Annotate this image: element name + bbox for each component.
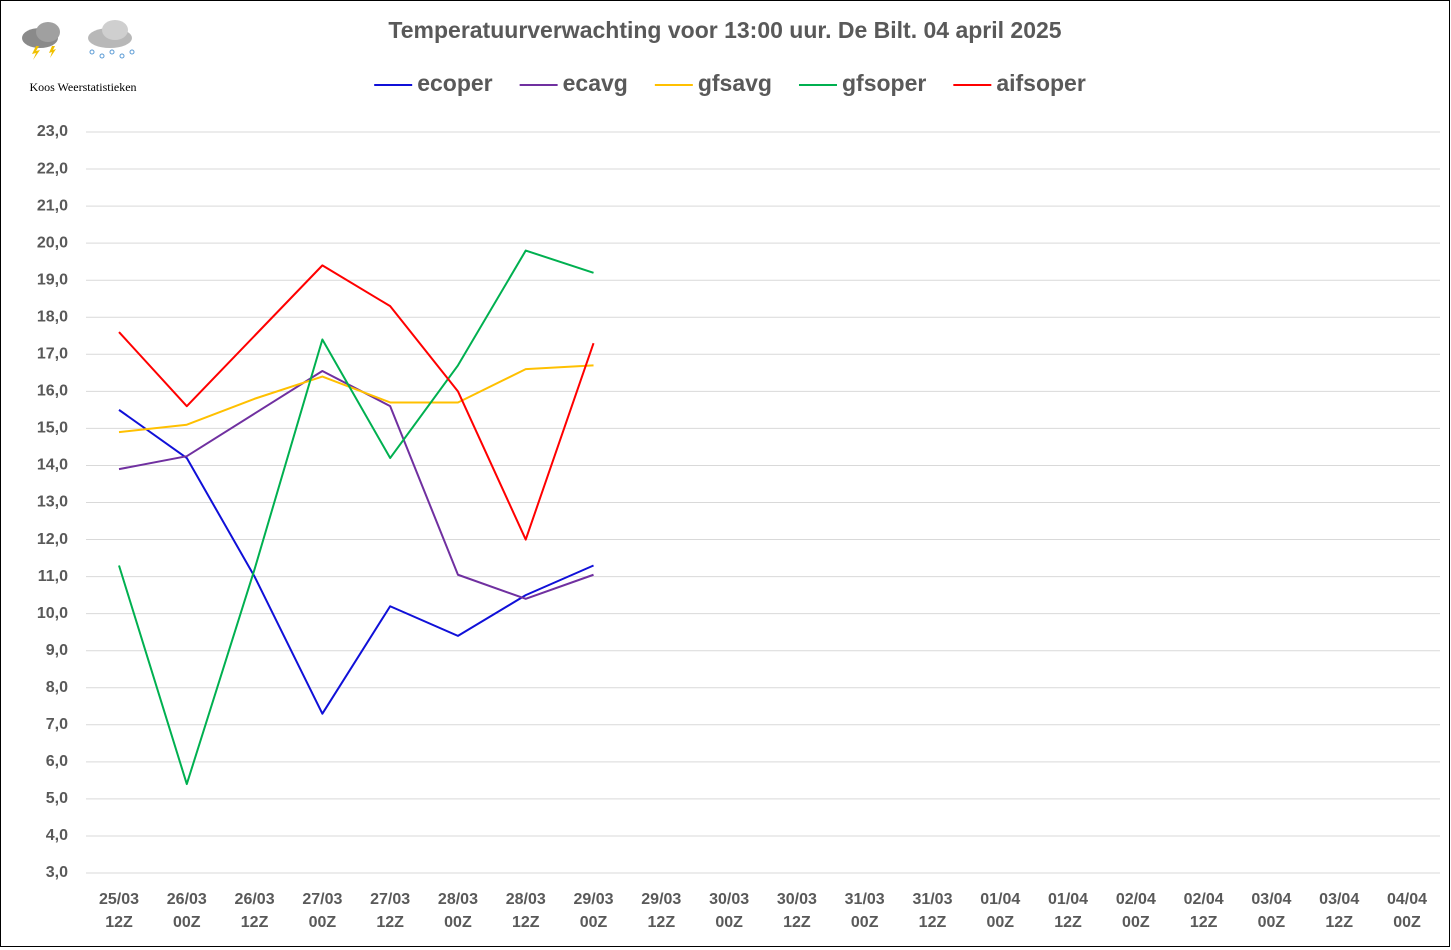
- y-tick-label: 15,0: [37, 420, 68, 437]
- x-tick-label: 29/03: [641, 891, 681, 908]
- y-tick-label: 5,0: [46, 790, 68, 807]
- y-tick-label: 19,0: [37, 271, 68, 288]
- series-line: [118, 364, 594, 434]
- x-tick-label: 12Z: [376, 914, 404, 931]
- x-tick-label: 00Z: [986, 914, 1014, 931]
- x-tick-label: 27/03: [302, 891, 342, 908]
- x-tick-label: 12Z: [241, 914, 269, 931]
- x-tick-label: 31/03: [912, 891, 952, 908]
- y-tick-label: 23,0: [37, 123, 68, 140]
- x-tick-label: 04/04: [1387, 891, 1427, 908]
- y-tick-label: 8,0: [46, 679, 68, 696]
- x-tick-label: 25/03: [99, 891, 139, 908]
- x-tick-label: 12Z: [105, 914, 133, 931]
- series-line: [118, 249, 594, 786]
- x-tick-label: 12Z: [1190, 914, 1218, 931]
- x-tick-label: 00Z: [444, 914, 472, 931]
- legend-label: ecavg: [563, 70, 628, 96]
- x-tick-label: 12Z: [648, 914, 676, 931]
- y-tick-label: 20,0: [37, 234, 68, 251]
- y-tick-label: 21,0: [37, 197, 68, 214]
- x-tick-label: 28/03: [438, 891, 478, 908]
- brand: Koos Weerstatistieken: [29, 80, 136, 94]
- y-tick-label: 7,0: [46, 716, 68, 733]
- x-tick-label: 12Z: [1054, 914, 1082, 931]
- x-tick-label: 02/04: [1116, 891, 1156, 908]
- y-tick-label: 22,0: [37, 160, 68, 177]
- y-tick-label: 10,0: [37, 605, 68, 622]
- legend-label: gfsoper: [842, 70, 926, 96]
- x-tick-label: 02/04: [1184, 891, 1224, 908]
- y-tick-label: 13,0: [37, 494, 68, 511]
- x-tick-label: 28/03: [506, 891, 546, 908]
- series-line: [118, 264, 595, 541]
- x-tick-label: 30/03: [777, 891, 817, 908]
- y-tick-label: 17,0: [37, 346, 68, 363]
- x-tick-label: 03/04: [1251, 891, 1291, 908]
- x-tick-label: 00Z: [1258, 914, 1286, 931]
- x-tick-label: 03/04: [1319, 891, 1359, 908]
- x-tick-label: 00Z: [1122, 914, 1150, 931]
- x-tick-label: 12Z: [512, 914, 540, 931]
- y-tick-label: 11,0: [38, 568, 68, 585]
- x-tick-label: 29/03: [574, 891, 614, 908]
- legend-label: gfsavg: [698, 70, 772, 96]
- x-tick-label: 01/04: [1048, 891, 1088, 908]
- y-tick-label: 16,0: [37, 383, 68, 400]
- x-tick-label: 00Z: [580, 914, 608, 931]
- y-tick-label: 12,0: [37, 531, 68, 548]
- x-tick-label: 12Z: [919, 914, 947, 931]
- x-tick-label: 27/03: [370, 891, 410, 908]
- x-tick-label: 00Z: [1393, 914, 1421, 931]
- y-tick-label: 3,0: [46, 864, 68, 881]
- x-tick-label: 00Z: [173, 914, 201, 931]
- x-tick-label: 31/03: [845, 891, 885, 908]
- x-tick-label: 12Z: [783, 914, 811, 931]
- x-tick-label: 26/03: [235, 891, 275, 908]
- x-tick-label: 00Z: [309, 914, 337, 931]
- y-tick-label: 4,0: [46, 827, 68, 844]
- y-tick-label: 18,0: [37, 308, 68, 325]
- x-tick-label: 30/03: [709, 891, 749, 908]
- legend-label: aifsoper: [996, 70, 1086, 96]
- y-tick-label: 9,0: [46, 642, 68, 659]
- legend-label: ecoper: [417, 70, 492, 96]
- x-tick-label: 01/04: [980, 891, 1020, 908]
- x-tick-label: 00Z: [851, 914, 879, 931]
- chart-title: Temperatuurverwachting voor 13:00 uur. D…: [388, 17, 1061, 43]
- logo: [22, 20, 135, 60]
- series-line: [118, 409, 594, 715]
- y-tick-label: 14,0: [37, 457, 68, 474]
- x-tick-label: 00Z: [715, 914, 743, 931]
- x-tick-label: 26/03: [167, 891, 207, 908]
- y-tick-label: 6,0: [46, 753, 68, 770]
- x-tick-label: 12Z: [1325, 914, 1353, 931]
